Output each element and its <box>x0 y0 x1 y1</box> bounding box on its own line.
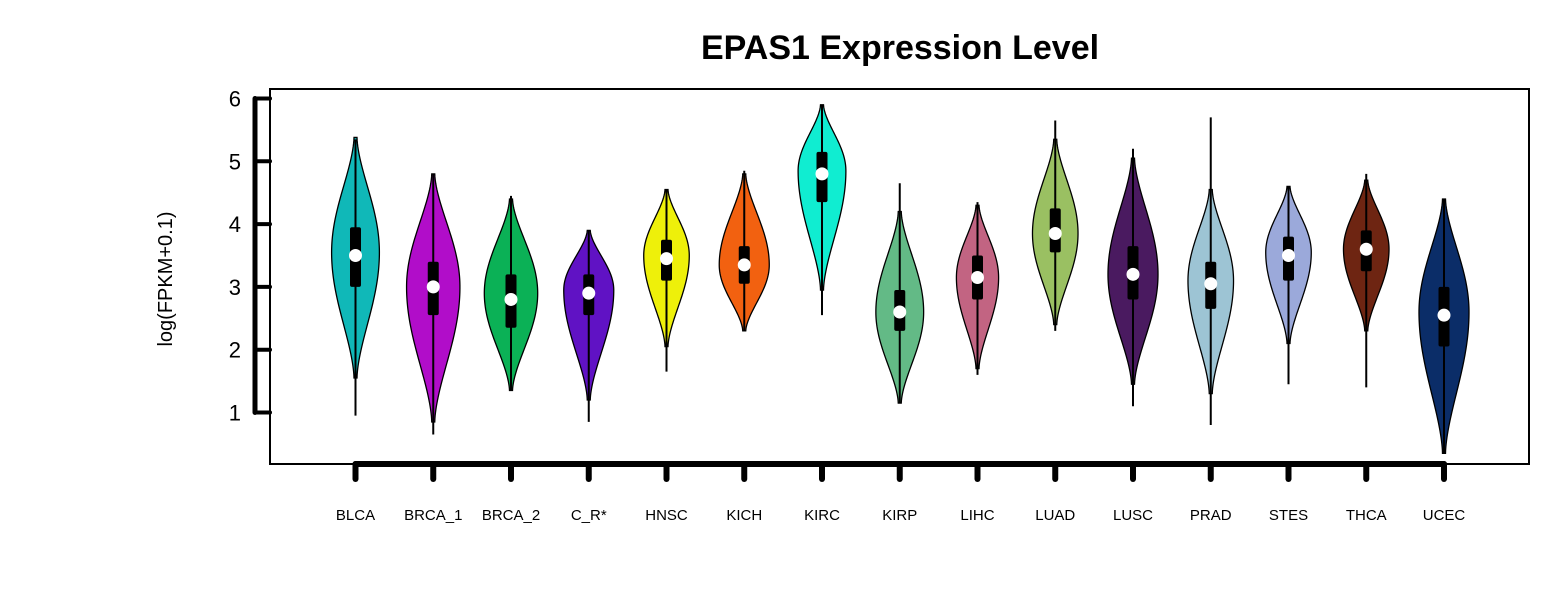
violin-median-point <box>426 280 440 294</box>
x-tick-label: THCA <box>1346 507 1387 524</box>
y-tick-label: 4 <box>229 212 241 237</box>
violin-median-point <box>660 252 673 266</box>
violin-thca <box>1342 173 1390 388</box>
y-tick-label: 5 <box>229 149 241 174</box>
violin-median-point <box>349 249 362 262</box>
violin-lihc <box>955 202 1000 375</box>
chart-title: EPAS1 Expression Level <box>701 29 1099 67</box>
violin-brca-1 <box>405 173 461 435</box>
violin-kirc <box>797 104 847 316</box>
violin-median-point <box>971 270 984 284</box>
x-tick-label: HNSC <box>645 507 688 524</box>
x-axis: BLCA BRCA_1 BRCA_2 C_R* HNSC KICH KIRC KIRP LIHC… <box>336 461 1466 524</box>
violin-median-point <box>504 292 518 306</box>
x-tick-label: BLCA <box>336 507 375 524</box>
violin-median-point <box>582 286 596 300</box>
violins <box>330 104 1470 454</box>
x-tick-label: KICH <box>726 507 762 524</box>
violin-median-point <box>1126 267 1140 281</box>
violin-blca <box>330 136 381 416</box>
x-tick-label: BRCA_2 <box>482 507 540 524</box>
x-tick-label: STES <box>1269 507 1308 524</box>
violin-stes <box>1265 185 1312 385</box>
y-tick-label: 1 <box>229 401 241 426</box>
x-tick-label: UCEC <box>1423 507 1466 524</box>
y-axis: 1 2 3 4 5 6 <box>229 87 272 426</box>
violin-median-point <box>893 305 907 319</box>
violin-median-point <box>737 258 751 272</box>
violin-c-r- <box>563 229 615 422</box>
x-tick-label: LUAD <box>1035 507 1075 524</box>
y-tick-label: 2 <box>229 338 241 363</box>
violin-median-point <box>1437 308 1451 322</box>
violin-median-point <box>1048 227 1062 241</box>
violin-ucec <box>1418 198 1470 454</box>
x-tick-label: LUSC <box>1113 507 1153 524</box>
violin-kirp <box>875 183 925 404</box>
violin-kich <box>718 170 770 332</box>
violin-hnsc <box>643 188 690 372</box>
violin-median-point <box>815 167 829 181</box>
violin-brca-2 <box>483 195 539 392</box>
x-tick-label: C_R* <box>571 507 607 524</box>
violin-median-point <box>1204 277 1218 291</box>
violin-prad <box>1187 117 1235 426</box>
x-tick-label: PRAD <box>1190 507 1232 524</box>
y-tick-label: 6 <box>229 87 241 112</box>
violin-luad <box>1031 120 1079 331</box>
x-tick-label: LIHC <box>960 507 994 524</box>
violin-lusc <box>1107 148 1159 407</box>
y-axis-label: log(FPKM+0.1) <box>155 211 177 346</box>
x-tick-label: KIRC <box>804 507 840 524</box>
x-tick-label: BRCA_1 <box>404 507 462 524</box>
x-tick-label: KIRP <box>882 507 917 524</box>
y-tick-label: 3 <box>229 275 241 300</box>
violin-median-point <box>1282 249 1295 262</box>
violin-median-point <box>1359 242 1373 256</box>
